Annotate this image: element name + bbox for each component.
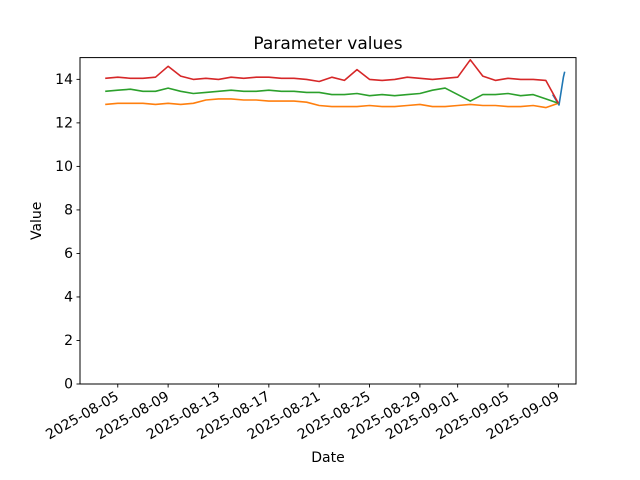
y-tick-label: 0 xyxy=(64,377,73,393)
y-tick-label: 2 xyxy=(64,333,73,349)
series-line-orange xyxy=(105,98,559,109)
x-axis-label: Date xyxy=(311,450,344,466)
y-tick-label: 12 xyxy=(55,115,73,131)
y-tick-label: 6 xyxy=(64,246,73,262)
chart-title: Parameter values xyxy=(253,34,402,54)
y-tick-label: 10 xyxy=(55,159,73,175)
y-tick-label: 8 xyxy=(64,202,73,218)
y-tick-label: 4 xyxy=(64,289,73,305)
y-tick-label: 14 xyxy=(55,72,73,88)
axes-frame xyxy=(79,57,577,385)
series-line-green xyxy=(105,87,559,105)
series-lines xyxy=(105,58,566,109)
plot-area xyxy=(80,57,576,384)
y-axis-label: Value xyxy=(29,202,45,240)
series-line-red xyxy=(105,58,560,104)
